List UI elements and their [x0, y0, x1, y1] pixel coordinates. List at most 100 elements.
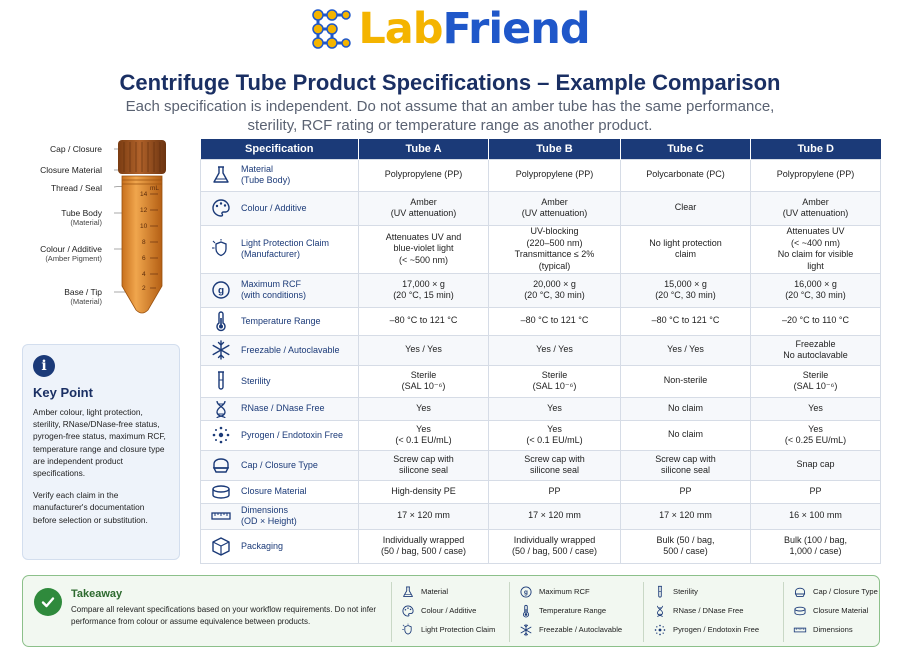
- table-row: g Maximum RCF (with conditions) 17,000 × g …: [200, 272, 881, 308]
- spec-value-cell: 16,000 × g (20 °C, 30 min): [750, 272, 881, 308]
- spec-value-cell: Attenuates UV and blue-violet light (< ~…: [358, 224, 489, 274]
- graduation-label: 8: [142, 239, 146, 246]
- legend-column: Material Colour / Additive Light Protectio…: [391, 582, 509, 642]
- key-point-verify-text: Verify each claim in the manufacturer's …: [33, 490, 148, 525]
- spec-value-cell: –80 °C to 121 °C: [488, 306, 621, 336]
- tube-label-thread: Thread / Seal: [50, 183, 102, 193]
- spec-value-cell: –80 °C to 121 °C: [620, 306, 751, 336]
- spec-value-cell: Polypropylene (PP): [750, 158, 881, 192]
- key-point-card: i Key Point Amber colour, light protecti…: [22, 344, 180, 560]
- spec-value-cell: PP: [488, 479, 621, 504]
- box-icon: [201, 535, 241, 557]
- spec-label: Material (Tube Body): [241, 164, 291, 185]
- legend-column: Cap / Closure Type Closure Material Dimens…: [783, 582, 878, 642]
- tube-unit-label: mL: [150, 185, 159, 192]
- table-row: Dimensions (OD × Height) 17 × 120 mm 17 × 1…: [200, 502, 881, 530]
- spec-value-cell: Yes: [488, 396, 621, 421]
- svg-text:g: g: [524, 589, 528, 596]
- dna-icon: [201, 398, 241, 420]
- spec-label: Pyrogen / Endotoxin Free: [241, 429, 344, 440]
- spec-name-cell: Colour / Additive: [200, 190, 359, 226]
- cap-icon: [201, 454, 241, 476]
- brand-logo: LabFriend: [0, 4, 900, 54]
- spec-name-cell: Sterility: [200, 364, 359, 398]
- spec-value-cell: Sterile (SAL 10⁻⁶): [488, 364, 621, 398]
- spec-name-cell: Freezable / Autoclavable: [200, 334, 359, 366]
- flask-icon: [400, 585, 416, 599]
- table-row: Pyrogen / Endotoxin Free Yes (< 0.1 EU/mL…: [200, 419, 881, 451]
- spec-value-cell: 20,000 × g (20 °C, 30 min): [488, 272, 621, 308]
- legend-column: Sterility RNase / DNase Free Pyrogen / End…: [643, 582, 783, 642]
- spec-value-cell: Sterile (SAL 10⁻⁶): [750, 364, 881, 398]
- cap-icon: [792, 585, 808, 599]
- closure-material-icon: [201, 481, 241, 503]
- svg-text:g: g: [218, 286, 224, 297]
- thermometer-icon: [518, 604, 534, 618]
- spec-comparison-table: Specification Tube A Tube B Tube C Tube …: [200, 139, 881, 564]
- table-row: Cap / Closure Type Screw cap with silicon…: [200, 449, 881, 481]
- palette-icon: [201, 197, 241, 219]
- header-tube-b: Tube B: [488, 139, 621, 159]
- tube-label-closure-material: Closure Material: [40, 165, 102, 175]
- spec-label: Packaging: [241, 540, 284, 551]
- key-point-text: Amber colour, light protection, sterilit…: [33, 407, 166, 479]
- spec-name-cell: Closure Material: [200, 479, 359, 504]
- legend-label: Sterility: [673, 587, 698, 596]
- legend-item: Closure Material: [792, 601, 877, 620]
- legend-item: Material: [400, 582, 509, 601]
- legend-item: Freezable / Autoclavable: [518, 620, 643, 639]
- spec-label: Temperature Range: [241, 315, 321, 326]
- test-tube-icon: [201, 370, 241, 392]
- legend-item: Light Protection Claim: [400, 620, 509, 639]
- spec-value-cell: High-density PE: [358, 479, 489, 504]
- legend-item: Sterility: [652, 582, 783, 601]
- legend-label: Light Protection Claim: [421, 625, 496, 634]
- legend-label: Closure Material: [813, 606, 869, 615]
- header-specification: Specification: [200, 139, 359, 159]
- legend-item: Temperature Range: [518, 601, 643, 620]
- legend-item: Cap / Closure Type: [792, 582, 878, 601]
- spec-value-cell: Freezable No autoclavable: [750, 334, 881, 366]
- molecule-logo-icon: [312, 9, 352, 49]
- table-header-row: Specification Tube A Tube B Tube C Tube …: [200, 139, 881, 159]
- takeaway-box: Takeaway Compare all relevant specificat…: [22, 575, 880, 647]
- spec-value-cell: Polypropylene (PP): [358, 158, 489, 192]
- spec-value-cell: Non-sterile: [620, 364, 751, 398]
- spec-value-cell: Amber (UV attenuation): [488, 190, 621, 226]
- spec-name-cell: Dimensions (OD × Height): [200, 502, 359, 530]
- tube-label-body: Tube Body (Material): [61, 208, 102, 227]
- thermometer-icon: [201, 310, 241, 332]
- spec-value-cell: No claim: [620, 396, 751, 421]
- snowflake-icon: [518, 623, 534, 637]
- spec-label: Light Protection Claim (Manufacturer): [241, 238, 330, 259]
- legend-column: g Maximum RCF Temperature Range Freezable /…: [509, 582, 643, 642]
- table-row: Packaging Individually wrapped (50 / bag,…: [200, 528, 881, 564]
- ruler-icon: [201, 505, 241, 527]
- spec-value-cell: Bulk (100 / bag, 1,000 / case): [750, 528, 881, 564]
- spec-name-cell: Cap / Closure Type: [200, 449, 359, 481]
- graduation-label: 14: [140, 191, 148, 198]
- spec-value-cell: Screw cap with silicone seal: [358, 449, 489, 481]
- legend-item: Colour / Additive: [400, 601, 509, 620]
- page-subtitle: Each specification is independent. Do no…: [125, 98, 775, 134]
- spec-value-cell: Individually wrapped (50 / bag, 500 / ca…: [488, 528, 621, 564]
- legend-item: Pyrogen / Endotoxin Free: [652, 620, 783, 639]
- palette-icon: [400, 604, 416, 618]
- rcf-gauge-icon: g: [518, 585, 534, 599]
- spec-label: Sterility: [241, 375, 271, 386]
- takeaway-text: Compare all relevant specifications base…: [71, 605, 377, 626]
- spec-name-cell: Pyrogen / Endotoxin Free: [200, 419, 359, 451]
- table-row: Light Protection Claim (Manufacturer) Atte…: [200, 224, 881, 274]
- rcf-gauge-icon: g: [201, 279, 241, 301]
- spec-value-cell: PP: [620, 479, 751, 504]
- spec-value-cell: UV-blocking (220–500 nm) Transmittance ≤…: [488, 224, 621, 274]
- spec-value-cell: Attenuates UV (< ~400 nm) No claim for v…: [750, 224, 881, 274]
- spec-label: Dimensions (OD × Height): [241, 505, 297, 526]
- graduation-label: 4: [142, 271, 146, 278]
- pyrogen-icon: [201, 424, 241, 446]
- graduation-label: 12: [140, 207, 148, 214]
- legend-label: Pyrogen / Endotoxin Free: [673, 625, 760, 634]
- snowflake-icon: [201, 339, 241, 361]
- legend-item: Dimensions: [792, 620, 877, 639]
- legend-label: Maximum RCF: [539, 587, 590, 596]
